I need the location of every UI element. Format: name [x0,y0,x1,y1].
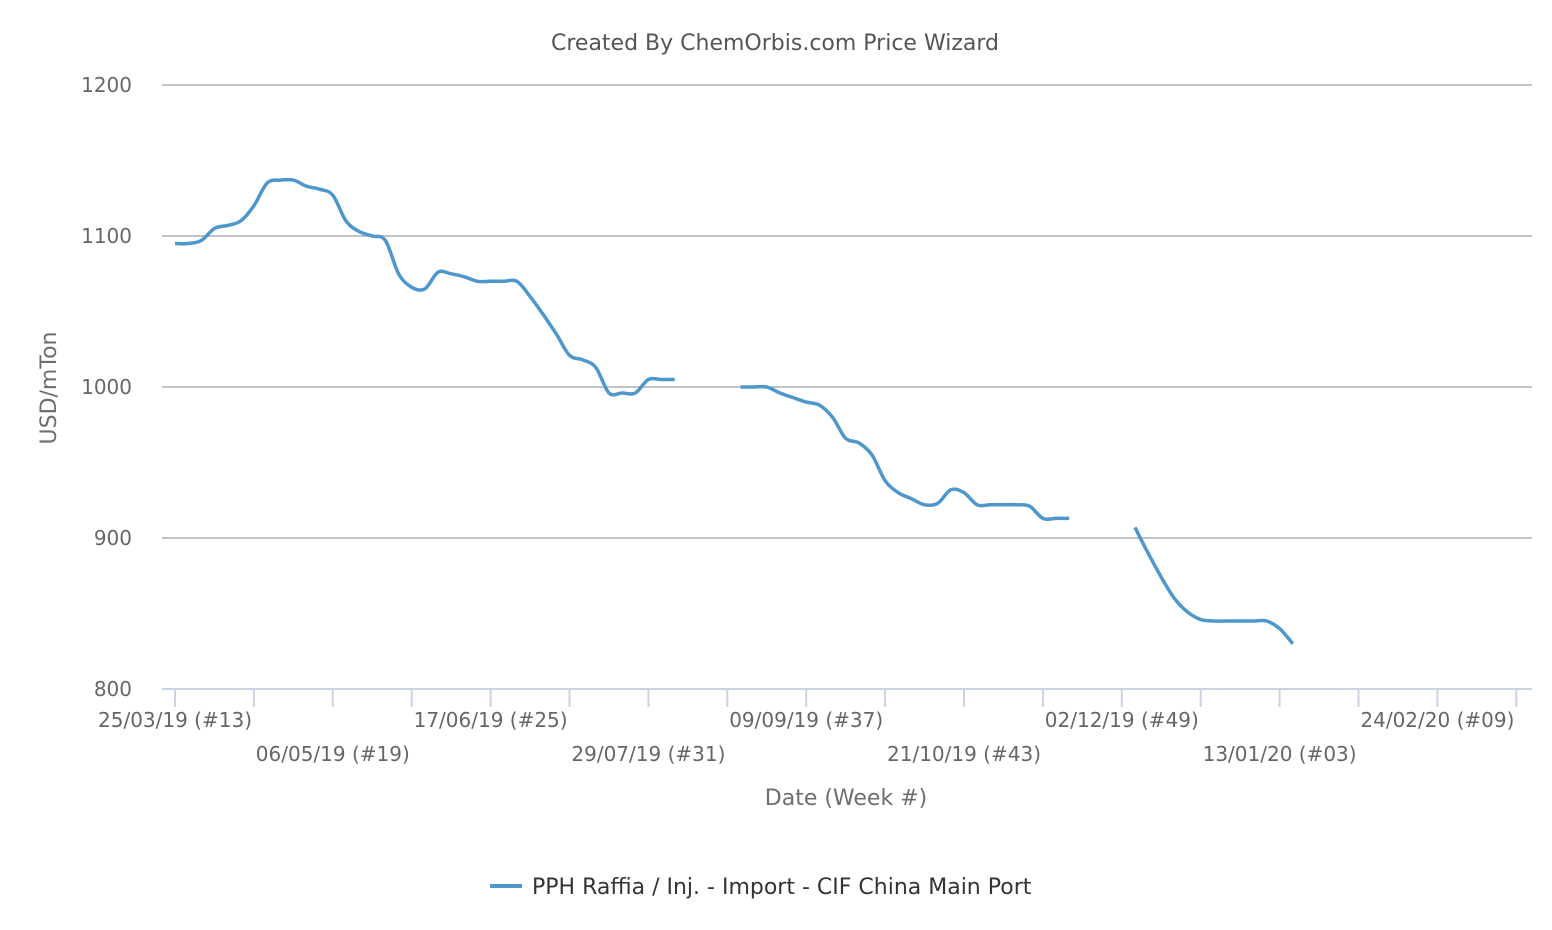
series-line-segment-2[interactable] [740,384,1070,522]
series-line-segment-1[interactable] [174,177,675,397]
x-tick-label: 29/07/19 (#31) [571,742,725,766]
legend[interactable]: PPH Raffia / Inj. - Import - CIF China M… [490,875,1032,900]
x-axis-ticks: 25/03/19 (#13)06/05/19 (#19)17/06/19 (#2… [98,689,1518,766]
y-tick-label: 1000 [81,375,132,399]
x-tick-label: 17/06/19 (#25) [414,708,568,732]
x-tick-label: 06/05/19 (#19) [256,742,410,766]
series-lines [174,177,1295,645]
y-tick-label: 800 [94,677,132,701]
x-tick-label: 25/03/19 (#13) [98,708,252,732]
x-tick-label: 13/01/20 (#03) [1203,742,1357,766]
y-tick-label: 900 [94,526,132,550]
series-line-segment-3[interactable] [1133,526,1295,645]
legend-label[interactable]: PPH Raffia / Inj. - Import - CIF China M… [532,875,1032,900]
x-tick-label: 24/02/20 (#09) [1360,708,1514,732]
x-tick-label: 21/10/19 (#43) [887,742,1041,766]
chart-title: Created By ChemOrbis.com Price Wizard [551,31,999,56]
y-tick-label: 1200 [81,73,132,97]
gridlines [162,84,1532,539]
y-tick-label: 1100 [81,224,132,248]
y-axis-title: USD/mTon [37,332,62,445]
x-tick-label: 09/09/19 (#37) [729,708,883,732]
x-axis-title: Date (Week #) [765,786,927,811]
y-axis-ticks: 800 900 1000 1100 1200 [81,73,132,701]
x-tick-label: 02/12/19 (#49) [1045,708,1199,732]
